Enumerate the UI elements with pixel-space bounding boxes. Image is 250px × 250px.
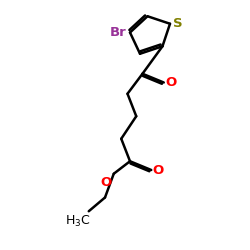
Text: O: O	[152, 164, 164, 177]
Text: O: O	[100, 176, 112, 189]
Text: S: S	[173, 17, 182, 30]
Text: O: O	[165, 76, 176, 90]
Text: Br: Br	[110, 26, 126, 39]
Text: H$_3$C: H$_3$C	[65, 214, 90, 229]
